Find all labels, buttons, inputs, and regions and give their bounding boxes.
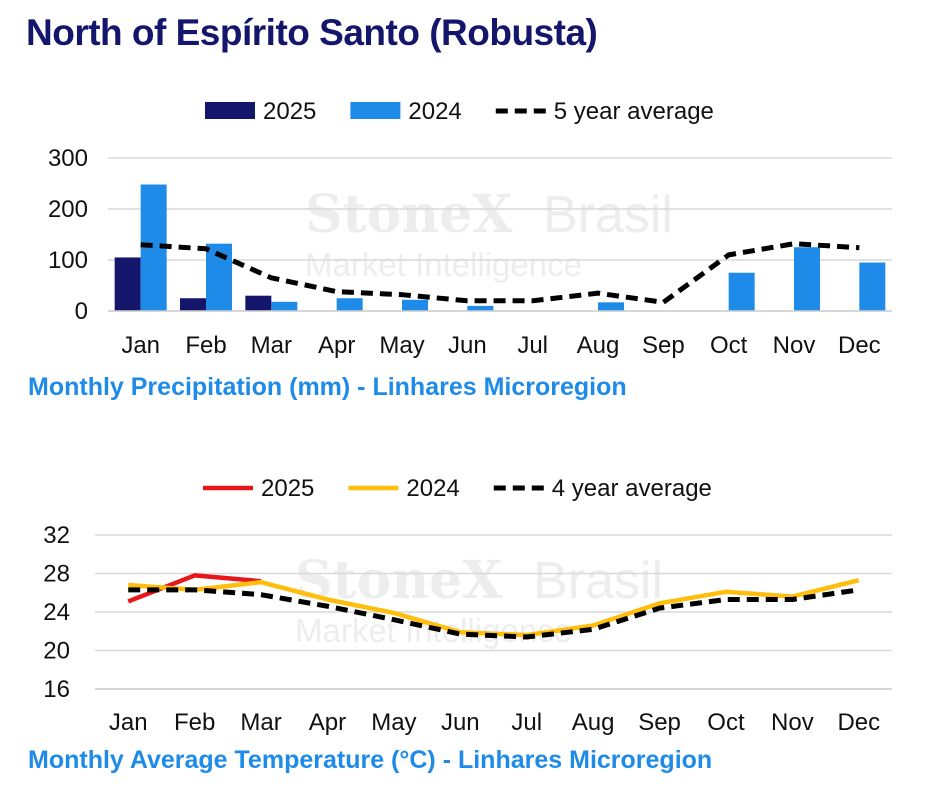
temp-x-tick-label: Feb: [174, 709, 215, 736]
temp-x-tick-label: Jul: [511, 709, 542, 736]
temp-y-tick-label: 28: [43, 561, 70, 588]
precip-legend-label-2024: 2024: [408, 98, 461, 125]
temp-x-tick-label: Sep: [638, 709, 681, 736]
precip-x-tick-label: Jul: [517, 332, 548, 359]
temp-watermark-suffix: Brasil: [533, 552, 663, 610]
temp-legend-label-2025: 2025: [261, 475, 314, 502]
precip-y-tick-label: 300: [48, 145, 88, 172]
precip-bar-2025: [180, 298, 206, 311]
temp-x-tick-label: Nov: [771, 709, 814, 736]
precip-line-5-year-average: [140, 241, 860, 305]
page-title: North of Espírito Santo (Robusta): [26, 12, 598, 53]
precip-x-tick-label: Jun: [448, 332, 487, 359]
precip-x-tick-label: Aug: [577, 332, 620, 359]
precip-x-tick-label: Jan: [121, 332, 160, 359]
precip-bar-2024: [336, 298, 363, 311]
precip-bar-2024: [402, 299, 428, 311]
precip-bar-2024: [271, 301, 298, 311]
precip-bar-2024: [467, 305, 494, 311]
precip-x-tick-label: Oct: [710, 332, 748, 359]
temp-line-4-year-average: [128, 587, 860, 640]
precip-x-tick-label: Sep: [642, 332, 685, 359]
temp-line-2025: [127, 573, 262, 604]
precip-watermark-tagline: Market Intelligence: [305, 246, 582, 283]
precip-x-tick-label: Mar: [251, 332, 292, 359]
precip-bar-2025: [114, 257, 141, 311]
precip-y-tick-label: 200: [48, 196, 88, 223]
precip-x-tick-label: Apr: [318, 332, 355, 359]
temp-legend-label-4-year-average: 4 year average: [552, 475, 712, 502]
precip-y-tick-label: 0: [75, 298, 88, 325]
precip-bar-2024: [859, 262, 886, 311]
precip-watermark-brand: StoneX: [305, 184, 513, 245]
precip-x-tick-label: Feb: [185, 332, 226, 359]
temp-legend-label-2024: 2024: [406, 475, 459, 502]
temp-watermark-brand: StoneX: [295, 550, 503, 611]
precipitation-chart-subtitle: Monthly Precipitation (mm) - Linhares Mi…: [28, 373, 627, 401]
temp-x-tick-label: Oct: [707, 709, 745, 736]
precip-legend-label-2025: 2025: [263, 98, 316, 125]
precip-legend-label-5-year-average: 5 year average: [554, 98, 714, 125]
precip-x-tick-label: Nov: [773, 332, 816, 359]
temp-x-tick-label: Dec: [837, 709, 880, 736]
temp-y-tick-label: 32: [43, 522, 70, 549]
precip-bar-2024: [728, 272, 755, 311]
temp-y-tick-label: 16: [43, 676, 70, 703]
temp-x-tick-label: Aug: [572, 709, 615, 736]
precip-bar-2025: [245, 295, 272, 311]
precip-watermark-suffix: Brasil: [543, 186, 673, 244]
temp-x-tick-label: Mar: [240, 709, 281, 736]
precip-x-tick-label: Dec: [838, 332, 881, 359]
temp-y-tick-label: 24: [43, 599, 70, 626]
temp-x-tick-label: May: [371, 709, 416, 736]
precip-legend-swatch-2024: [350, 102, 401, 119]
temp-x-tick-label: Jan: [109, 709, 148, 736]
precip-legend-swatch-2025: [205, 102, 255, 119]
temp-x-tick-label: Jun: [441, 709, 480, 736]
precip-bar-2024: [598, 302, 624, 311]
temp-y-tick-label: 20: [43, 638, 70, 665]
precip-x-tick-label: May: [379, 332, 424, 359]
temp-x-tick-label: Apr: [309, 709, 346, 736]
precip-y-tick-label: 100: [48, 247, 88, 274]
temperature-chart-subtitle: Monthly Average Temperature (°C) - Linha…: [28, 746, 713, 774]
precip-bar-2024: [794, 247, 820, 311]
